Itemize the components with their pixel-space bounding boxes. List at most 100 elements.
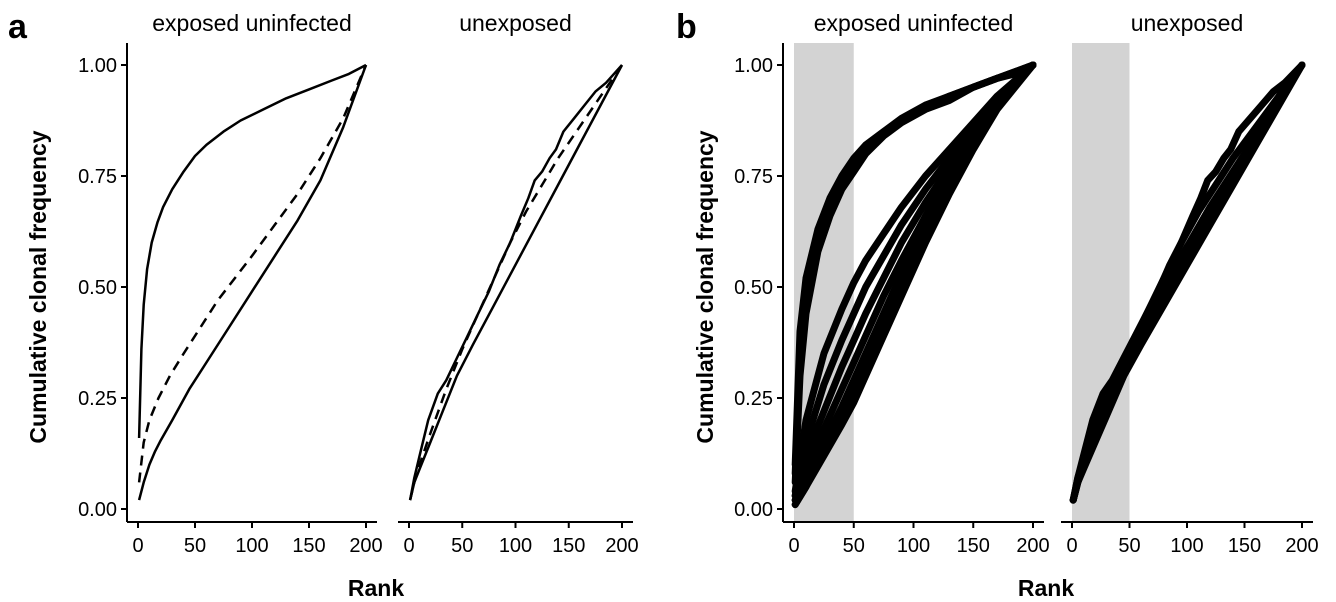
data-point — [862, 332, 869, 340]
data-point — [1080, 461, 1087, 468]
data-point — [820, 408, 828, 415]
data-point — [880, 230, 887, 237]
data-point — [1235, 128, 1242, 135]
data-point — [922, 230, 929, 237]
data-point — [1298, 61, 1306, 69]
series-line-1 — [408, 64, 623, 501]
y-tick-label: 0.00 — [734, 499, 773, 521]
x-tick-label: 50 — [184, 535, 206, 557]
data-point — [802, 417, 810, 424]
facet-strip-label: unexposed — [459, 10, 572, 36]
data-point — [838, 363, 845, 371]
data-point — [1204, 177, 1211, 184]
data-point — [898, 283, 905, 291]
data-point — [1183, 252, 1191, 260]
data-point — [1120, 363, 1127, 371]
data-point — [970, 141, 977, 149]
data-point — [922, 172, 929, 180]
data-point — [796, 350, 804, 357]
data-point — [898, 117, 905, 124]
x-tick-label: 150 — [292, 535, 325, 557]
data-point — [1089, 417, 1096, 424]
x-tick-label: 0 — [132, 535, 143, 557]
x-tick-label: 200 — [1285, 535, 1318, 557]
data-point — [880, 292, 887, 300]
data-point — [946, 92, 953, 100]
facet-strip-label: exposed uninfected — [814, 10, 1014, 36]
data-point — [862, 257, 869, 264]
data-point — [850, 337, 857, 344]
data-point — [826, 203, 834, 211]
data-point — [1178, 239, 1185, 246]
data-point — [1137, 332, 1145, 340]
series-line-3 — [137, 64, 368, 501]
data-point — [1229, 172, 1237, 180]
data-point — [880, 274, 887, 282]
data-point — [1206, 212, 1214, 220]
series-line-2 — [137, 64, 368, 483]
data-point — [838, 385, 845, 393]
x-tick-label: 100 — [499, 535, 532, 557]
panel-b-x-axis-title: Rank — [1018, 575, 1074, 601]
y-tick-label: 0.00 — [78, 499, 117, 521]
x-tick-label: 200 — [1016, 535, 1049, 557]
data-point — [1011, 68, 1019, 75]
data-point — [880, 252, 887, 260]
data-point — [880, 130, 887, 138]
data-point — [802, 483, 810, 490]
data-point — [1212, 181, 1219, 189]
data-point — [1069, 496, 1077, 504]
y-tick-label: 0.75 — [78, 166, 117, 188]
series-line-2 — [408, 64, 624, 501]
plots-layer: 0.00 0.25 0.50 0.75 1.00 exposed uninfected 0 5… — [78, 10, 1319, 557]
panel-b-y-axis-title: Cumulative clonal frequency — [692, 130, 718, 443]
data-point — [1091, 434, 1099, 442]
data-point — [850, 359, 857, 366]
data-point — [820, 381, 828, 388]
y-tick-label: 0.25 — [734, 388, 773, 410]
data-point — [1275, 97, 1283, 104]
data-point — [1099, 390, 1107, 397]
panel-b-letter: b — [676, 8, 697, 46]
x-tick-label: 0 — [1066, 535, 1077, 557]
data-point — [820, 443, 828, 451]
data-point — [1270, 88, 1277, 95]
series-line-1 — [137, 63, 367, 439]
data-point — [946, 186, 953, 193]
data-point — [1160, 292, 1168, 300]
data-point — [820, 425, 828, 433]
data-point — [802, 292, 810, 300]
data-point — [838, 306, 845, 313]
data-point — [993, 75, 1001, 82]
data-point — [814, 239, 822, 246]
data-point — [838, 337, 845, 344]
data-point — [1103, 403, 1110, 411]
data-point — [850, 163, 857, 171]
data-point — [993, 101, 1001, 109]
x-tick-label: 100 — [897, 535, 930, 557]
series-points-3 — [791, 61, 1037, 477]
data-point — [898, 203, 905, 211]
data-point — [838, 181, 845, 189]
data-point — [1074, 479, 1081, 486]
series-points-5 — [1069, 61, 1306, 504]
x-tick-label: 50 — [451, 535, 473, 557]
y-tick-label: 0.25 — [78, 388, 117, 410]
data-point — [898, 221, 905, 229]
data-point — [862, 363, 869, 371]
data-point — [862, 283, 869, 291]
data-point — [898, 257, 905, 264]
facet-strip-label: unexposed — [1131, 10, 1244, 36]
highlight-band — [1072, 43, 1130, 522]
y-tick-label: 1.00 — [78, 55, 117, 77]
data-point — [1258, 101, 1265, 109]
y-tick-label: 1.00 — [734, 55, 773, 77]
y-tick-label: 0.50 — [734, 277, 773, 299]
data-point — [1029, 61, 1037, 69]
data-point — [1247, 115, 1254, 122]
data-point — [880, 323, 887, 331]
data-point — [1220, 155, 1228, 162]
x-tick-label: 100 — [1170, 535, 1203, 557]
data-point — [820, 350, 828, 357]
x-tick-label: 0 — [788, 535, 799, 557]
